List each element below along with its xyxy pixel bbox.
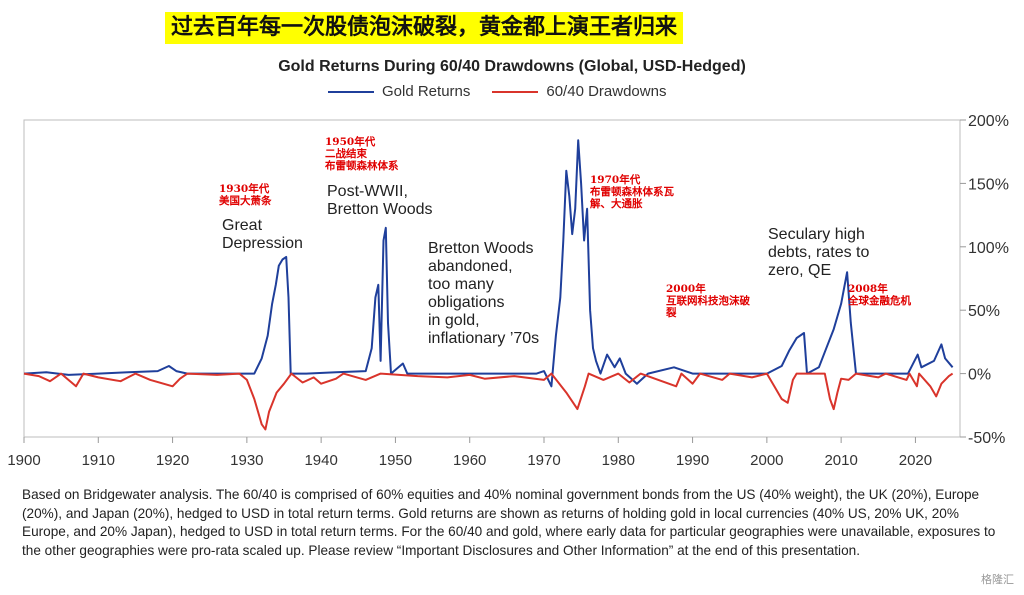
legend-item-drawdowns: 60/40 Drawdowns: [492, 83, 666, 100]
legend-label-drawdowns: 60/40 Drawdowns: [546, 83, 667, 100]
legend-swatch-gold: [328, 90, 374, 93]
annotation-cn-line: 布雷顿森林体系: [325, 159, 399, 172]
x-tick-label: 2020: [899, 452, 932, 469]
legend-item-gold: Gold Returns: [328, 83, 470, 100]
annotation-en-line: abandoned,: [428, 258, 513, 275]
legend-swatch-drawdowns: [492, 90, 539, 93]
x-tick-label: 1930: [230, 452, 263, 469]
annotation-cn-line: 互联网科技泡沫破: [666, 294, 750, 307]
x-tick-label: 1960: [453, 452, 486, 469]
footnote: Based on Bridgewater analysis. The 60/40…: [22, 487, 996, 558]
y-tick-label: 150%: [968, 176, 1009, 193]
x-tick-label: 1950: [379, 452, 412, 469]
chart-legend: Gold Returns 60/40 Drawdowns: [328, 83, 688, 100]
x-tick-label: 1910: [82, 452, 115, 469]
y-tick-label: 100%: [968, 240, 1009, 257]
annotation-en-line: Bretton Woods: [327, 201, 433, 218]
x-tick-label: 1900: [7, 452, 40, 469]
annotation-cn-line: 1950年代: [325, 135, 376, 148]
annotation-en-line: Great: [222, 217, 263, 234]
annotation-en-line: Bretton Woods: [428, 240, 534, 257]
annotation-en-line: inflationary ’70s: [428, 330, 539, 347]
annotation-cn-line: 解、大通胀: [589, 197, 643, 210]
annotation-cn-line: 1930年代: [219, 182, 270, 195]
annotation-cn-line: 二战结束: [325, 147, 367, 160]
annotation-en-line: too many: [428, 276, 494, 293]
annotation-en-line: Depression: [222, 235, 303, 252]
series-line-6040-drawdowns: [23, 372, 954, 431]
annotation-en-line: Post-WWII,: [327, 183, 408, 200]
annotation-en-line: obligations: [428, 294, 505, 311]
y-tick-label: 50%: [968, 303, 1000, 320]
x-tick-label: 2010: [824, 452, 857, 469]
x-tick-label: 1990: [676, 452, 709, 469]
banner-title: 过去百年每一次股债泡沫破裂，黄金都上演王者归来: [165, 12, 684, 44]
x-tick-label: 2000: [750, 452, 783, 469]
y-tick-label: 0%: [968, 367, 991, 384]
chart-title: Gold Returns During 60/40 Drawdowns (Glo…: [278, 58, 746, 75]
annotation-en-line: debts, rates to: [768, 244, 869, 261]
series-line-gold-returns: [23, 139, 954, 388]
annotation-cn-line: 2000年: [666, 282, 706, 295]
annotation-cn-line: 1970年代: [590, 173, 641, 186]
x-tick-label: 1920: [156, 452, 189, 469]
annotation-cn-line: 2008年: [848, 282, 888, 295]
plot-frame: [23, 119, 961, 438]
annotation-en-line: Seculary high: [768, 226, 865, 243]
annotation-cn-line: 裂: [665, 306, 677, 319]
legend-label-gold: Gold Returns: [382, 83, 471, 100]
annotation-cn-line: 布雷顿森林体系瓦: [590, 185, 674, 198]
x-tick-label: 1970: [527, 452, 560, 469]
y-tick-label: -50%: [968, 430, 1005, 447]
x-tick-label: 1940: [304, 452, 337, 469]
annotation-cn-line: 全球金融危机: [847, 294, 911, 307]
annotation-cn-line: 美国大萧条: [219, 194, 272, 207]
annotation-en-line: in gold,: [428, 312, 480, 329]
annotation-en-line: zero, QE: [768, 262, 831, 279]
y-tick-label: 200%: [968, 113, 1009, 130]
watermark: 格隆汇: [981, 573, 1014, 586]
x-tick-label: 1980: [602, 452, 635, 469]
